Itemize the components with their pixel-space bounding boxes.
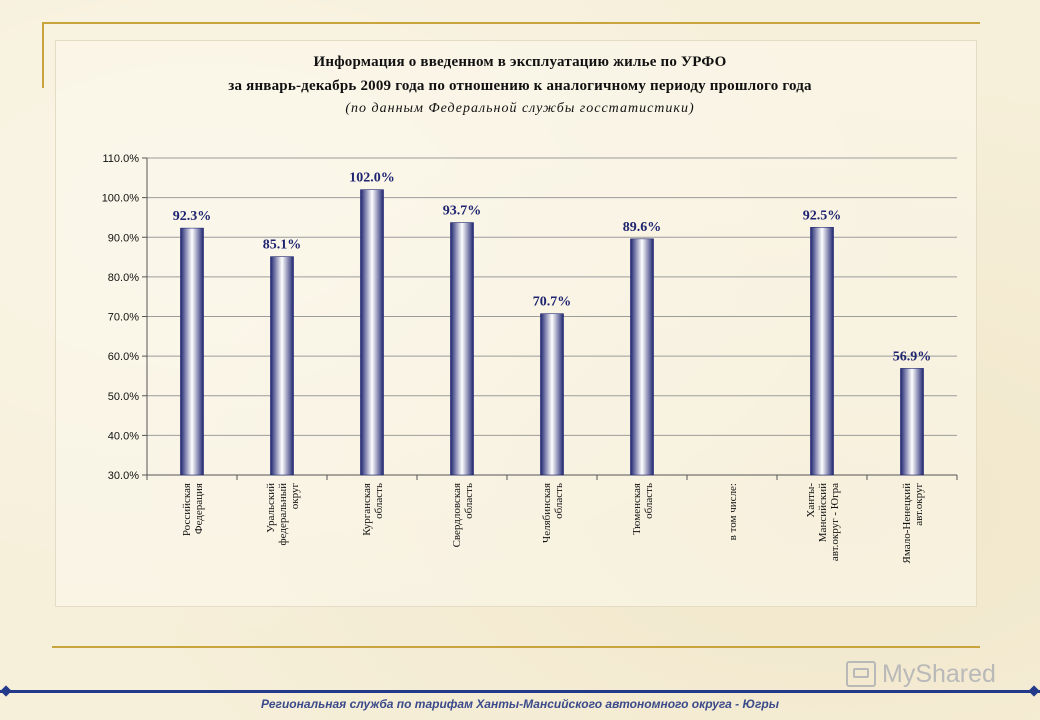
footer-text: Региональная служба по тарифам Ханты-Ман…	[261, 697, 779, 711]
x-tick-label: округ	[289, 483, 301, 510]
data-label: 93.7%	[443, 204, 482, 219]
y-tick-label: 70.0%	[108, 312, 139, 324]
x-tick-label: в том числе:	[727, 483, 739, 540]
x-tick-label: область	[643, 483, 655, 519]
y-tick-label: 40.0%	[108, 430, 139, 442]
chart-title-line-1: Информация о введенном в эксплуатацию жи…	[313, 54, 727, 70]
data-label: 92.3%	[173, 209, 212, 224]
data-label: 102.0%	[349, 171, 395, 186]
x-tick-label: Федерация	[193, 483, 205, 534]
bar	[180, 227, 204, 476]
left-gold-rule	[42, 22, 44, 88]
chart-subtitle: (по данным Федеральной службы госстатист…	[345, 101, 695, 116]
x-tick-label: Уральский	[265, 483, 277, 533]
watermark: MyShared	[846, 656, 996, 692]
x-tick-label: авт.округ - Югра	[829, 483, 841, 561]
bar	[630, 238, 654, 476]
y-tick-label: 100.0%	[102, 193, 140, 205]
bar	[540, 313, 564, 476]
bottom-gold-rule	[52, 646, 980, 648]
bar-chart: 30.0% 40.0% 50.0% 60.0% 70.0% 80.0% 90.0% 100.0…	[102, 153, 958, 564]
y-tick-label: 50.0%	[108, 391, 139, 403]
y-tick-label: 90.0%	[108, 232, 139, 244]
bar	[900, 368, 924, 476]
footer-rule	[0, 690, 1040, 693]
watermark-text: MyShared	[882, 659, 996, 688]
x-tick-label: авт.округ	[913, 483, 925, 526]
x-tick-label: Ханты-	[805, 483, 817, 518]
bar	[450, 222, 474, 476]
x-tick-label: Тюменская	[631, 483, 643, 535]
x-tick-label: Ямало-Ненецкий	[901, 483, 913, 564]
y-tick-label: 60.0%	[108, 351, 139, 363]
data-label: 92.5%	[803, 208, 842, 223]
x-tick-label: Свердловская	[451, 483, 463, 547]
y-tick-label: 110.0%	[103, 153, 140, 165]
bar	[270, 256, 294, 476]
y-tick-label: 30.0%	[108, 470, 139, 482]
data-label: 56.9%	[893, 349, 932, 364]
data-label: 89.6%	[623, 220, 662, 235]
x-tick-label: Мансийский	[817, 483, 829, 542]
watermark-logo-icon	[846, 661, 876, 687]
y-tick-label: 80.0%	[108, 272, 139, 284]
x-tick-label: федеральный	[277, 483, 289, 546]
x-tick-label: Российская	[181, 483, 193, 536]
top-gold-rule	[42, 22, 980, 24]
x-tick-label: область	[553, 483, 565, 519]
data-label: 85.1%	[263, 238, 302, 253]
bar	[810, 227, 834, 476]
chart-title-line-2: за январь-декабрь 2009 года по отношению…	[228, 78, 812, 94]
x-tick-label: область	[373, 483, 385, 519]
x-tick-label: Курганская	[361, 483, 373, 536]
x-tick-label: область	[463, 483, 475, 519]
bar	[360, 189, 384, 476]
x-tick-label: Челябинская	[541, 483, 553, 543]
data-label: 70.7%	[533, 295, 572, 310]
